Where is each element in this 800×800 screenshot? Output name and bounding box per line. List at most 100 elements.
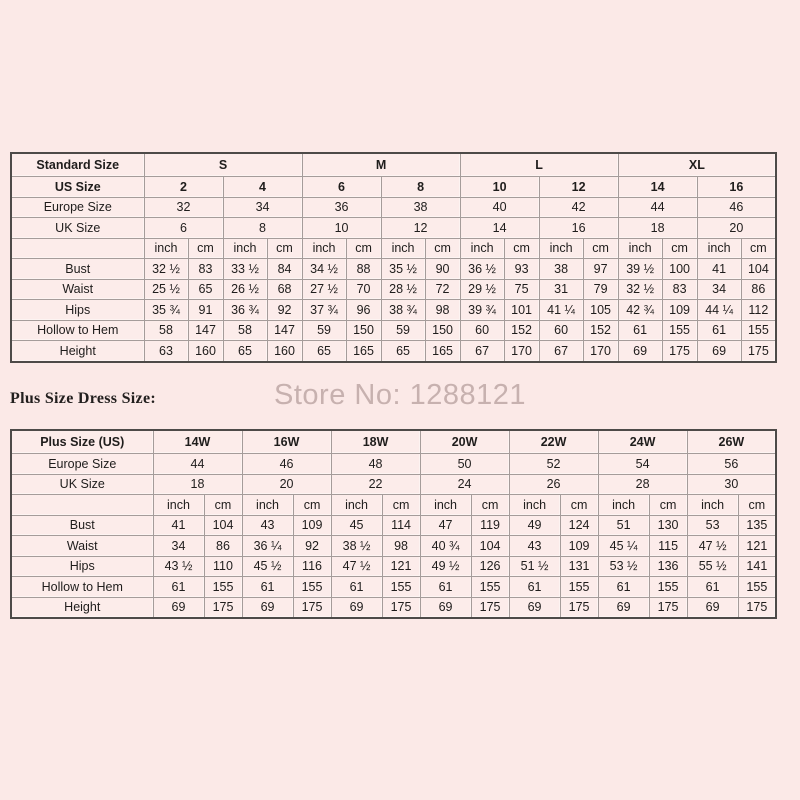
table-cell: 130	[648, 514, 688, 536]
row-label: Standard Size	[10, 152, 145, 177]
table-row: Standard Size S M L XL	[10, 152, 777, 177]
table-cell: 42	[538, 196, 619, 218]
table-cell: 79	[582, 278, 619, 300]
table-row: Bust 32 ½ 83 33 ½ 84 34 ½ 88 35 ½ 90 36 ½ 93 38 97 39…	[10, 258, 777, 280]
row-label: Bust	[10, 258, 145, 280]
table-cell: 49	[508, 514, 561, 536]
table-cell: 52	[508, 453, 599, 475]
row-label: Height	[10, 340, 145, 362]
table-cell: 53	[686, 514, 739, 536]
table-cell: 47	[419, 514, 472, 536]
table-cell: 86	[203, 535, 243, 557]
table-cell: 124	[559, 514, 599, 536]
table-cell: 155	[737, 576, 777, 598]
table-cell: 126	[470, 555, 510, 577]
table-cell: inch	[696, 237, 742, 259]
table-cell: 12	[380, 217, 461, 239]
table-cell: 65	[187, 278, 224, 300]
table-cell: 112	[740, 299, 777, 321]
row-label: UK Size	[10, 473, 154, 495]
table-cell: 135	[737, 514, 777, 536]
table-cell: 34	[696, 278, 742, 300]
table-cell: inch	[597, 494, 650, 516]
table-cell: cm	[559, 494, 599, 516]
table-cell: 69	[241, 596, 294, 619]
table-cell: cm	[203, 494, 243, 516]
table-cell: cm	[648, 494, 688, 516]
table-cell: 32 ½	[143, 258, 189, 280]
table-cell: 4	[222, 176, 303, 198]
row-label: Waist	[10, 535, 154, 557]
table-cell: 104	[740, 258, 777, 280]
table-cell: 16	[696, 176, 777, 198]
table-cell: 22	[330, 473, 421, 495]
row-label: UK Size	[10, 217, 145, 239]
row-label: Plus Size (US)	[10, 429, 154, 454]
row-label: US Size	[10, 176, 145, 198]
table-cell: 32 ½	[617, 278, 663, 300]
table-cell: 14W	[152, 429, 243, 454]
table-cell: 16	[538, 217, 619, 239]
table-cell: 61	[508, 576, 561, 598]
table-row: UK Size 18 20 22 24 26 28 30	[10, 473, 777, 495]
table-cell: 61	[686, 576, 739, 598]
table-row: Plus Size (US) 14W 16W 18W 20W 22W 24W 26W	[10, 429, 777, 454]
table-cell: 175	[740, 340, 777, 362]
row-label: Europe Size	[10, 453, 154, 475]
table-cell: 69	[330, 596, 383, 619]
table-cell: 33 ½	[222, 258, 268, 280]
table-cell: 59	[301, 319, 347, 341]
table-row: Height 69 175 69 175 69 175 69 175 69 175 69 175 69 17…	[10, 596, 777, 619]
table-cell: cm	[266, 237, 303, 259]
table-cell: inch	[152, 494, 205, 516]
table-cell: 51 ½	[508, 555, 561, 577]
table-cell: inch	[508, 494, 561, 516]
plus-size-heading: Plus Size Dress Size:	[10, 390, 156, 407]
table-cell: 152	[503, 319, 540, 341]
table-cell: 48	[330, 453, 421, 475]
plus-size-table: Plus Size (US) 14W 16W 18W 20W 22W 24W 26W Europ…	[10, 429, 778, 619]
table-cell: 8	[380, 176, 461, 198]
table-cell: inch	[380, 237, 426, 259]
table-cell: cm	[187, 237, 224, 259]
table-cell: 2	[143, 176, 224, 198]
table-cell: 175	[559, 596, 599, 619]
table-cell: 58	[143, 319, 189, 341]
row-label: Hollow to Hem	[10, 319, 145, 341]
table-cell: 18W	[330, 429, 421, 454]
table-row: Hollow to Hem 61 155 61 155 61 155 61 155 61 155 61…	[10, 576, 777, 598]
table-cell: 69	[152, 596, 205, 619]
table-cell: 136	[648, 555, 688, 577]
table-cell: 65	[222, 340, 268, 362]
table-cell: 88	[345, 258, 382, 280]
table-cell: 114	[381, 514, 421, 536]
table-cell: 25 ½	[143, 278, 189, 300]
table-cell: 175	[661, 340, 698, 362]
table-cell: 47 ½	[330, 555, 383, 577]
table-cell: 37 ¾	[301, 299, 347, 321]
table-cell: 61	[419, 576, 472, 598]
table-cell: 32	[143, 196, 224, 218]
table-cell: 42 ¾	[617, 299, 663, 321]
table-cell: 24W	[597, 429, 688, 454]
table-cell: 61	[330, 576, 383, 598]
table-cell: 155	[470, 576, 510, 598]
table-cell: cm	[503, 237, 540, 259]
table-cell: 100	[661, 258, 698, 280]
table-cell: 160	[187, 340, 224, 362]
table-cell: 155	[292, 576, 332, 598]
standard-size-table: Standard Size S M L XL US Size 2 4 6 8 10 12 14 16 Eur…	[10, 152, 778, 363]
table-cell: M	[301, 152, 461, 177]
standard-size-table-body: Standard Size S M L XL US Size 2 4 6 8 10 12 14 16 Eur…	[10, 152, 777, 362]
table-cell: 121	[381, 555, 421, 577]
table-cell: 69	[597, 596, 650, 619]
table-cell: 86	[740, 278, 777, 300]
table-cell: 175	[470, 596, 510, 619]
table-cell: 160	[266, 340, 303, 362]
table-cell: 14	[459, 217, 540, 239]
table-cell: 20	[241, 473, 332, 495]
table-cell: 44	[617, 196, 698, 218]
table-cell: 165	[345, 340, 382, 362]
table-cell: 61	[617, 319, 663, 341]
